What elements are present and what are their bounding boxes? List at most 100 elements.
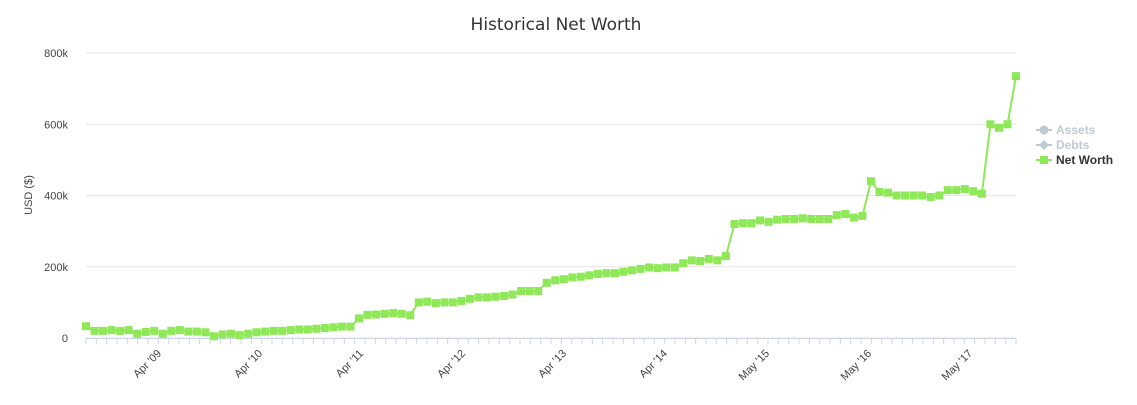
net-worth-point (414, 298, 423, 307)
net-worth-point (167, 326, 176, 335)
net-worth-point (1012, 72, 1020, 81)
net-worth-point (295, 325, 304, 334)
net-worth-point (628, 266, 637, 275)
net-worth-point (756, 216, 765, 225)
net-worth-point (542, 278, 551, 287)
net-worth-point (107, 326, 116, 335)
net-worth-point (764, 217, 773, 226)
net-worth-point (423, 297, 432, 306)
net-worth-point (952, 186, 961, 195)
net-worth-point (918, 191, 927, 200)
net-worth-point (235, 331, 244, 340)
x-tick-label: May '16 (839, 348, 874, 383)
y-tick-label: 600k (44, 119, 68, 131)
legend-item-assets[interactable]: Assets (1036, 123, 1096, 137)
net-worth-point (184, 327, 193, 336)
net-worth-point (278, 326, 287, 335)
legend-item-debts[interactable]: Debts (1036, 138, 1090, 152)
net-worth-point (704, 254, 713, 263)
net-worth-point (192, 327, 201, 336)
net-worth-point (150, 326, 159, 335)
net-worth-point (679, 259, 688, 268)
net-worth-point (687, 256, 696, 265)
net-worth-point (790, 215, 799, 224)
y-tick-label: 400k (44, 191, 68, 203)
series-net-worth (82, 72, 1020, 341)
net-worth-point (585, 271, 594, 280)
net-worth-point (610, 269, 619, 278)
net-worth-point (508, 290, 517, 299)
net-worth-point (252, 328, 261, 337)
net-worth-point (730, 220, 739, 228)
net-worth-point (431, 299, 440, 308)
net-worth-point (457, 296, 466, 305)
y-tick-labels: 0 200k 400k 600k 800k (44, 48, 68, 345)
net-worth-point (448, 298, 457, 307)
x-tick-label: Apr '10 (232, 348, 265, 381)
net-worth-point (124, 326, 133, 335)
net-worth-point (713, 256, 722, 265)
net-worth-point (209, 332, 218, 341)
net-worth-point (244, 329, 253, 338)
net-worth-point (99, 326, 108, 335)
net-worth-point (320, 324, 329, 333)
legend-label: Net Worth (1056, 153, 1113, 167)
net-worth-point (943, 186, 952, 195)
x-tick-label: May '17 (940, 348, 975, 383)
net-worth-point (849, 213, 858, 222)
legend-item-net-worth[interactable]: Net Worth (1036, 153, 1113, 167)
net-worth-point (738, 219, 747, 228)
y-tick-label: 200k (44, 262, 68, 274)
net-worth-point (747, 219, 756, 228)
net-worth-point (500, 291, 509, 300)
x-tick-label: Apr '13 (536, 348, 569, 381)
net-worth-point (619, 267, 628, 276)
net-worth-point (670, 263, 679, 272)
net-worth-point (824, 215, 833, 224)
net-worth-point (227, 329, 236, 338)
net-worth-point (261, 327, 270, 336)
net-worth-point (440, 298, 449, 307)
net-worth-point (696, 257, 705, 266)
y-tick-label: 0 (62, 333, 68, 345)
net-worth-point (201, 328, 210, 337)
net-worth-point (517, 286, 526, 295)
net-worth-point (645, 263, 654, 272)
net-worth-point (977, 189, 986, 198)
net-worth-point (534, 286, 543, 295)
net-worth-point (286, 326, 295, 335)
net-worth-point (218, 330, 227, 339)
legend-label: Assets (1056, 123, 1096, 137)
net-worth-point (884, 188, 893, 197)
net-worth-point (346, 322, 355, 331)
y-axis-label: USD ($) (23, 175, 35, 215)
net-worth-point (337, 322, 346, 331)
net-worth-point (653, 264, 662, 273)
net-worth-point (551, 276, 560, 285)
net-worth-point (355, 314, 364, 323)
x-tick-label: Apr '12 (435, 348, 468, 381)
net-worth-point (901, 191, 910, 200)
net-worth-point (960, 185, 969, 194)
net-worth-line (85, 76, 1017, 338)
net-worth-point (909, 191, 918, 200)
net-worth-point (465, 294, 474, 303)
net-worth-point (781, 215, 790, 224)
net-worth-point (158, 329, 167, 338)
legend-label: Debts (1056, 138, 1090, 152)
net-worth-point (721, 252, 730, 261)
net-worth-point (491, 292, 500, 301)
net-worth-point (662, 263, 671, 272)
net-worth-point (593, 269, 602, 278)
net-worth-point (636, 264, 645, 273)
net-worth-point (303, 325, 312, 334)
net-worth-point (269, 326, 278, 335)
net-worth-point (807, 215, 816, 224)
net-worth-point (372, 310, 381, 319)
net-worth-point (116, 326, 125, 335)
net-worth-point (815, 215, 824, 224)
x-tick-label: Apr '14 (637, 348, 670, 381)
net-worth-point (892, 191, 901, 200)
